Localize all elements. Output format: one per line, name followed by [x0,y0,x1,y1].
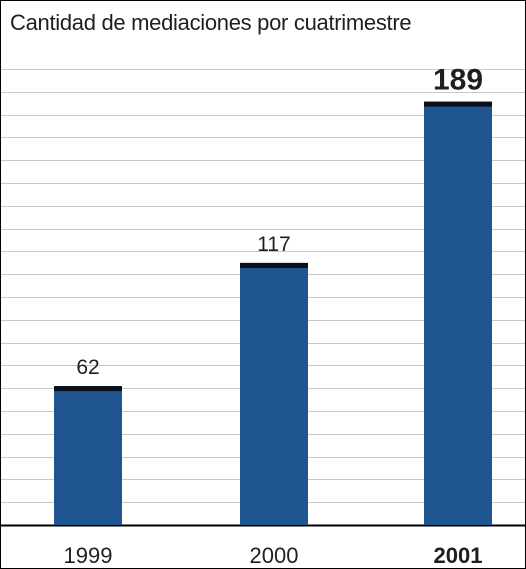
category-label-1999: 1999 [64,543,113,568]
bar-2000 [240,262,308,525]
value-label-1999: 62 [76,356,99,379]
value-label-2000: 117 [257,233,290,256]
bars [54,101,492,525]
category-label-2001: 2001 [434,543,483,568]
chart-title: Cantidad de mediaciones por cuatrimestre [10,10,412,35]
bar-1999 [54,386,122,525]
value-label-2001: 189 [433,64,483,97]
labels: 62 1999 117 2000 189 2001 [64,64,484,568]
bar-cap-2001 [424,101,492,107]
bar-2001 [424,101,492,525]
bar-cap-2000 [240,262,308,268]
category-label-2000: 2000 [250,543,299,568]
bar-cap-1999 [54,386,122,392]
